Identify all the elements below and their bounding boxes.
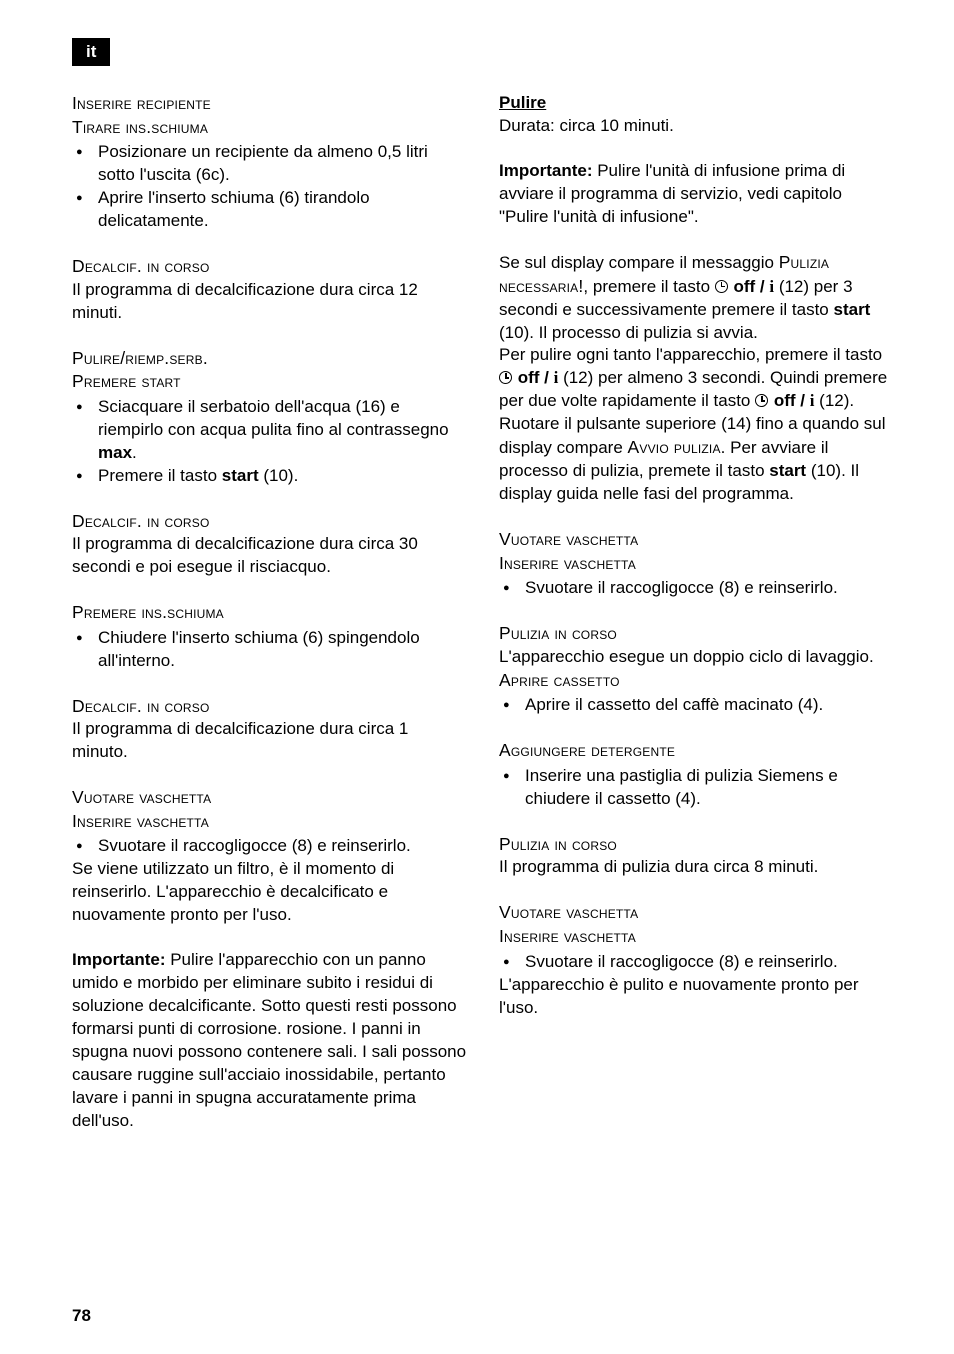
heading: Pulizia in corso — [499, 622, 894, 646]
body-text: L'apparecchio è pulito e nuovamente pron… — [499, 974, 894, 1020]
heading: Inserire vaschetta — [499, 925, 894, 949]
heading: Inserire vaschetta — [72, 810, 467, 834]
text-bold: Importante: — [72, 950, 166, 969]
bullet-list: Posizionare un recipiente da almeno 0,5 … — [72, 141, 467, 233]
list-item: Aprire l'inserto schiuma (6) tirandolo d… — [72, 187, 467, 233]
bullet-list: Svuotare il raccogligocce (8) e reinseri… — [72, 835, 467, 858]
text-bold: off / — [729, 277, 770, 296]
clock-icon — [715, 280, 728, 293]
heading: Pulizia in corso — [499, 833, 894, 857]
body-text: Il programma di decalcificazione dura ci… — [72, 279, 467, 325]
body-text: Importante: Pulire l'apparecchio con un … — [72, 949, 467, 1133]
body-text: Se sul display compare il messaggio Puli… — [499, 251, 894, 506]
body-text: Il programma di pulizia dura circa 8 min… — [499, 856, 894, 879]
text-smallcaps: Avvio pulizia — [628, 437, 721, 457]
text-bold: max — [98, 443, 132, 462]
heading: Aprire cassetto — [499, 669, 894, 693]
text-bold: start — [222, 466, 259, 485]
text-bold: start — [769, 461, 806, 480]
text: Sciacquare il serbatoio dell'acqua (16) … — [98, 397, 449, 439]
text-bold: off / — [513, 368, 554, 387]
heading: Decalcif. in corso — [72, 255, 467, 279]
list-item: Chiudere l'inserto schiuma (6) spingendo… — [72, 627, 467, 673]
text-bold: start — [834, 300, 871, 319]
bullet-list: Sciacquare il serbatoio dell'acqua (16) … — [72, 396, 467, 488]
body-text: L'apparecchio esegue un doppio ciclo di … — [499, 646, 894, 669]
bullet-list: Chiudere l'inserto schiuma (6) spingendo… — [72, 627, 467, 673]
bullet-list: Svuotare il raccogligocce (8) e reinseri… — [499, 951, 894, 974]
body-text: Se viene utilizzato un filtro, è il mome… — [72, 858, 467, 927]
list-item: Premere il tasto start (10). — [72, 465, 467, 488]
heading: Tirare ins.schiuma — [72, 116, 467, 140]
text: Se sul display compare il messaggio — [499, 253, 779, 272]
bullet-list: Aprire il cassetto del caffè macinato (4… — [499, 694, 894, 717]
text: Per pulire ogni tanto l'apparecchio, pre… — [499, 345, 882, 364]
list-item: Aprire il cassetto del caffè macinato (4… — [499, 694, 894, 717]
content-columns: Inserire recipiente Tirare ins.schiuma P… — [72, 92, 894, 1133]
text: (10). Il processo di pulizia si avvia. — [499, 323, 758, 342]
language-tab: it — [72, 38, 110, 66]
heading: Decalcif. in corso — [72, 695, 467, 719]
heading: Pulire/riemp.serb. — [72, 347, 467, 371]
heading: Aggiungere detergente — [499, 739, 894, 763]
text: Pulire l'apparecchio con un panno umido … — [72, 950, 466, 1130]
clock-icon — [499, 371, 512, 384]
text: (10). — [259, 466, 299, 485]
list-item: Sciacquare il serbatoio dell'acqua (16) … — [72, 396, 467, 465]
heading: Vuotare vaschetta — [499, 528, 894, 552]
list-item: Svuotare il raccogligocce (8) e reinseri… — [499, 577, 894, 600]
text-bold: Importante: — [499, 161, 593, 180]
body-text: Il programma di decalcificazione dura ci… — [72, 533, 467, 579]
body-text: Durata: circa 10 minuti. — [499, 115, 894, 138]
list-item: Svuotare il raccogligocce (8) e reinseri… — [499, 951, 894, 974]
left-column: Inserire recipiente Tirare ins.schiuma P… — [72, 92, 467, 1133]
text: . — [132, 443, 137, 462]
heading: Premere start — [72, 370, 467, 394]
heading: Vuotare vaschetta — [72, 786, 467, 810]
bullet-list: Inserire una pastiglia di pulizia Siemen… — [499, 765, 894, 811]
heading: Decalcif. in corso — [72, 510, 467, 534]
bullet-list: Svuotare il raccogligocce (8) e reinseri… — [499, 577, 894, 600]
heading: Inserire vaschetta — [499, 552, 894, 576]
heading: Inserire recipiente — [72, 92, 467, 116]
list-item: Posizionare un recipiente da almeno 0,5 … — [72, 141, 467, 187]
clock-icon — [755, 394, 768, 407]
heading: Vuotare vaschetta — [499, 901, 894, 925]
body-text: Il programma di decalcificazione dura ci… — [72, 718, 467, 764]
right-column: Pulire Durata: circa 10 minuti. Importan… — [499, 92, 894, 1133]
heading: Premere ins.schiuma — [72, 601, 467, 625]
text: , premere il tasto — [583, 277, 714, 296]
page-number: 78 — [72, 1306, 91, 1326]
list-item: Inserire una pastiglia di pulizia Siemen… — [499, 765, 894, 811]
section-heading: Pulire — [499, 92, 894, 115]
text-bold: off / — [769, 391, 810, 410]
body-text: Importante: Pulire l'unità di infusione … — [499, 160, 894, 229]
text: Premere il tasto — [98, 466, 222, 485]
list-item: Svuotare il raccogligocce (8) e reinseri… — [72, 835, 467, 858]
